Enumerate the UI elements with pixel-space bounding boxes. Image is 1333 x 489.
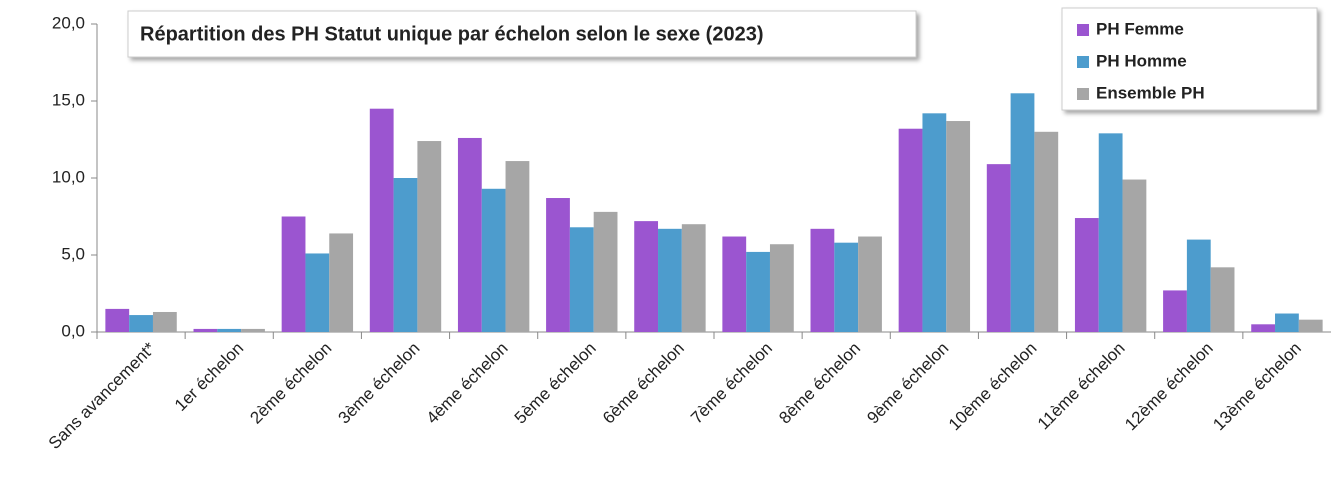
y-tick-label: 20,0 xyxy=(52,13,85,32)
bar xyxy=(946,121,971,333)
x-tick-label: 4ème échelon xyxy=(423,339,512,428)
title-box xyxy=(127,10,917,58)
bar xyxy=(634,221,659,332)
legend-swatch xyxy=(1077,24,1089,36)
bar xyxy=(241,328,265,332)
x-tick-label: Sans avancement* xyxy=(45,338,160,453)
legend-label: PH Homme xyxy=(1096,51,1187,70)
x-tick-label: 11ème échelon xyxy=(1034,339,1129,434)
plot xyxy=(105,93,1323,333)
y-tick-label: 10,0 xyxy=(52,167,85,186)
bar xyxy=(1251,324,1276,332)
x-tick-label: 2ème échelon xyxy=(246,339,335,428)
bar xyxy=(105,308,130,332)
y-tick-label: 5,0 xyxy=(61,244,85,263)
bar xyxy=(1163,290,1187,332)
bar xyxy=(658,228,682,332)
chart-title: Répartition des PH Statut unique par éch… xyxy=(140,23,764,45)
legend-swatch xyxy=(1077,56,1089,68)
bar xyxy=(129,315,153,332)
x-tick-label: 6ème échelon xyxy=(599,339,688,428)
x-tick-label: 1er échelon xyxy=(171,339,247,415)
bar xyxy=(152,311,177,332)
bar xyxy=(986,164,1011,332)
bar xyxy=(481,188,506,332)
x-tick-label: 13ème échelon xyxy=(1209,339,1305,435)
x-tick-label: 12ème échelon xyxy=(1121,339,1217,435)
bar xyxy=(1275,313,1299,332)
bar xyxy=(858,236,882,332)
bar xyxy=(922,113,947,332)
bar xyxy=(505,161,530,332)
legend-swatch xyxy=(1077,88,1089,100)
bar xyxy=(834,242,859,332)
bar xyxy=(1074,218,1099,332)
bar xyxy=(193,328,218,332)
bar xyxy=(417,141,442,332)
bar xyxy=(746,251,770,332)
legend-label: Ensemble PH xyxy=(1096,83,1205,102)
bar xyxy=(1122,179,1147,332)
x-tick-label: 9ème échelon xyxy=(863,339,952,428)
bar xyxy=(1098,133,1123,332)
legend-label: PH Femme xyxy=(1096,19,1184,38)
legend-box xyxy=(1061,7,1318,111)
bar xyxy=(722,236,747,332)
x-tick-label: 10ème échelon xyxy=(945,339,1041,435)
bar xyxy=(393,178,418,332)
bar xyxy=(369,108,394,332)
bar xyxy=(593,211,618,332)
bar xyxy=(810,228,835,332)
bar xyxy=(569,227,594,332)
y-tick-label: 15,0 xyxy=(52,90,85,109)
y-tick-label: 0,0 xyxy=(61,321,85,340)
x-tick-label: 7ème échelon xyxy=(687,339,776,428)
bar xyxy=(1034,131,1059,332)
bar xyxy=(305,253,330,332)
bar xyxy=(1186,239,1211,332)
legend: PH Femme PH Homme Ensemble PH xyxy=(1077,19,1205,102)
bar xyxy=(1210,267,1235,332)
bar xyxy=(769,244,794,332)
bar xyxy=(329,233,354,332)
x-tick-label: 3ème échelon xyxy=(335,339,424,428)
bar xyxy=(898,128,923,332)
bar xyxy=(217,328,242,332)
bar xyxy=(457,137,482,332)
bar xyxy=(1010,93,1035,332)
x-tick-label: 8ème échelon xyxy=(775,339,864,428)
x-tick-label: 5ème échelon xyxy=(511,339,600,428)
bar xyxy=(681,224,706,332)
bar xyxy=(546,198,570,332)
bar xyxy=(281,216,306,332)
bar xyxy=(1298,319,1323,332)
